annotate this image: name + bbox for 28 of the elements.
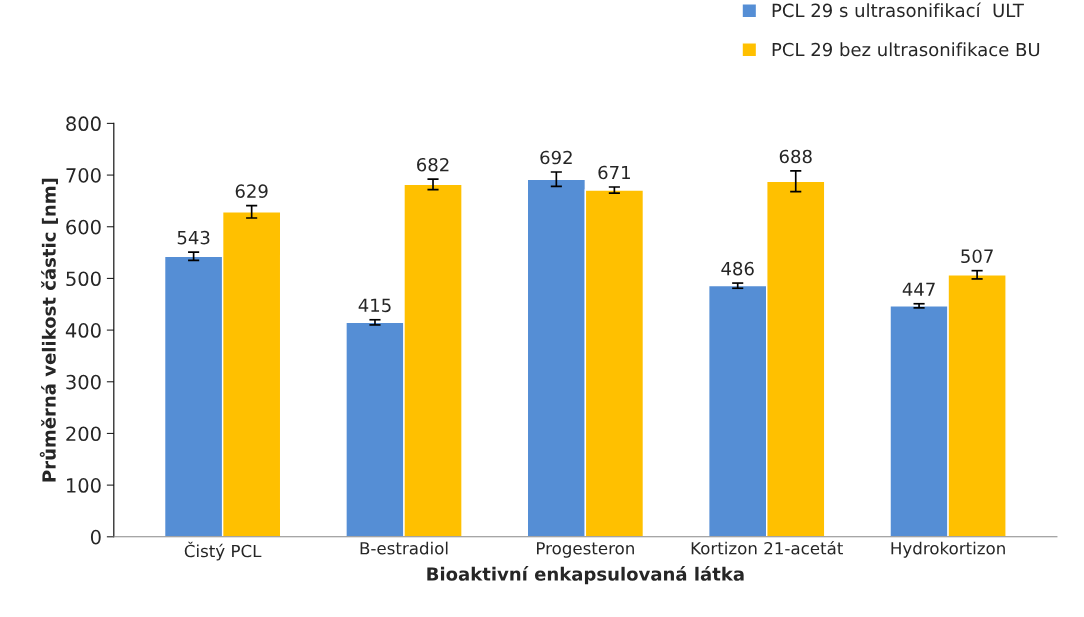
y-tick-label: 400 [65,323,101,338]
x-axis-title: Bioaktivní enkapsulovaná látka [427,566,744,585]
x-tick-label: B-estradiol [360,541,448,555]
legend-label: PCL 29 s ultrasonifikací ULT [772,2,1024,18]
data-label: 688 [779,149,812,164]
data-label: 671 [598,165,630,180]
x-tick-label: Kortizon 21-acetát [691,540,843,555]
legend-label: PCL 29 bez ultrasonifikace BU [772,42,1040,57]
data-label: 415 [358,298,391,313]
data-label: 682 [417,157,449,172]
y-tick-label: 500 [66,271,101,287]
y-tick-label: 800 [66,116,101,132]
data-label: 507 [961,249,993,264]
y-axis-title: Průměrná velikost částic [nm] [39,178,58,482]
data-label: 692 [540,150,572,165]
data-label: 629 [235,184,268,198]
y-tick-label: 0 [90,529,101,545]
x-tick-label: Hydrokortizon [891,541,1005,558]
data-label: 486 [721,261,754,276]
y-tick-label: 200 [66,426,101,442]
data-label: 543 [177,230,210,245]
y-tick-label: 100 [67,478,101,493]
x-tick-label: Progesteron [537,542,634,558]
y-tick-label: 600 [66,219,101,235]
y-tick-label: 700 [66,168,101,183]
y-tick-label: 300 [66,374,101,390]
data-label: 447 [902,282,935,296]
x-tick-label: Čistý PCL [184,541,262,561]
